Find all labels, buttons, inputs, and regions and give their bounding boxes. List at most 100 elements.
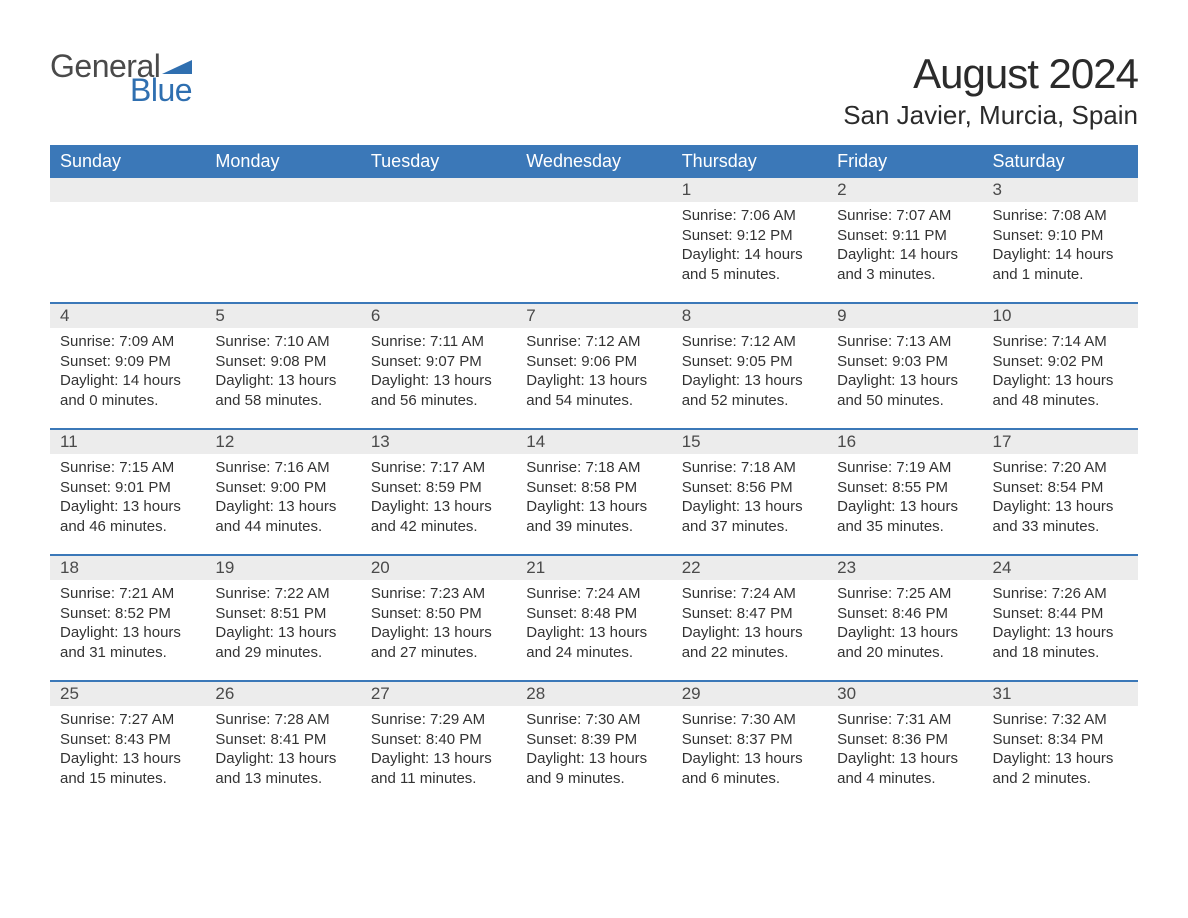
day-sunset: Sunset: 9:02 PM <box>993 352 1128 372</box>
brand-word-2: Blue <box>130 74 192 106</box>
day-dl1: Daylight: 13 hours <box>215 623 350 643</box>
day-details: Sunrise: 7:24 AMSunset: 8:48 PMDaylight:… <box>516 580 671 676</box>
day-dl1: Daylight: 13 hours <box>371 371 506 391</box>
day-number <box>50 178 205 202</box>
day-dl2: and 13 minutes. <box>215 769 350 789</box>
day-sunrise: Sunrise: 7:25 AM <box>837 584 972 604</box>
day-dl2: and 50 minutes. <box>837 391 972 411</box>
day-details: Sunrise: 7:14 AMSunset: 9:02 PMDaylight:… <box>983 328 1138 424</box>
weekday-header: Wednesday <box>516 145 671 178</box>
day-details: Sunrise: 7:28 AMSunset: 8:41 PMDaylight:… <box>205 706 360 802</box>
day-dl2: and 5 minutes. <box>682 265 817 285</box>
calendar-day-cell: 13Sunrise: 7:17 AMSunset: 8:59 PMDayligh… <box>361 430 516 554</box>
day-details: Sunrise: 7:18 AMSunset: 8:56 PMDaylight:… <box>672 454 827 550</box>
weekday-header: Saturday <box>983 145 1138 178</box>
day-dl1: Daylight: 13 hours <box>60 497 195 517</box>
calendar-day-cell: 20Sunrise: 7:23 AMSunset: 8:50 PMDayligh… <box>361 556 516 680</box>
day-sunrise: Sunrise: 7:30 AM <box>526 710 661 730</box>
day-dl1: Daylight: 13 hours <box>526 371 661 391</box>
day-dl2: and 58 minutes. <box>215 391 350 411</box>
calendar-day-cell: 27Sunrise: 7:29 AMSunset: 8:40 PMDayligh… <box>361 682 516 806</box>
calendar-day-cell: 19Sunrise: 7:22 AMSunset: 8:51 PMDayligh… <box>205 556 360 680</box>
day-sunrise: Sunrise: 7:15 AM <box>60 458 195 478</box>
day-details: Sunrise: 7:24 AMSunset: 8:47 PMDaylight:… <box>672 580 827 676</box>
calendar-day-cell: 7Sunrise: 7:12 AMSunset: 9:06 PMDaylight… <box>516 304 671 428</box>
day-sunrise: Sunrise: 7:26 AM <box>993 584 1128 604</box>
calendar-day-cell: 5Sunrise: 7:10 AMSunset: 9:08 PMDaylight… <box>205 304 360 428</box>
day-number: 5 <box>205 304 360 328</box>
day-sunrise: Sunrise: 7:28 AM <box>215 710 350 730</box>
day-dl2: and 35 minutes. <box>837 517 972 537</box>
day-dl2: and 31 minutes. <box>60 643 195 663</box>
day-dl1: Daylight: 13 hours <box>215 497 350 517</box>
day-sunrise: Sunrise: 7:30 AM <box>682 710 817 730</box>
calendar-day-cell: 22Sunrise: 7:24 AMSunset: 8:47 PMDayligh… <box>672 556 827 680</box>
calendar-day-cell: 26Sunrise: 7:28 AMSunset: 8:41 PMDayligh… <box>205 682 360 806</box>
day-details: Sunrise: 7:22 AMSunset: 8:51 PMDaylight:… <box>205 580 360 676</box>
day-sunset: Sunset: 9:00 PM <box>215 478 350 498</box>
day-sunset: Sunset: 8:54 PM <box>993 478 1128 498</box>
day-dl1: Daylight: 13 hours <box>837 623 972 643</box>
day-number: 31 <box>983 682 1138 706</box>
day-number: 12 <box>205 430 360 454</box>
day-dl2: and 11 minutes. <box>371 769 506 789</box>
day-details: Sunrise: 7:13 AMSunset: 9:03 PMDaylight:… <box>827 328 982 424</box>
calendar-day-cell: 24Sunrise: 7:26 AMSunset: 8:44 PMDayligh… <box>983 556 1138 680</box>
day-number: 30 <box>827 682 982 706</box>
calendar-day-cell: 17Sunrise: 7:20 AMSunset: 8:54 PMDayligh… <box>983 430 1138 554</box>
calendar-day-cell <box>361 178 516 302</box>
day-number: 1 <box>672 178 827 202</box>
day-number: 11 <box>50 430 205 454</box>
calendar-day-cell: 16Sunrise: 7:19 AMSunset: 8:55 PMDayligh… <box>827 430 982 554</box>
day-sunset: Sunset: 9:09 PM <box>60 352 195 372</box>
day-details: Sunrise: 7:30 AMSunset: 8:37 PMDaylight:… <box>672 706 827 802</box>
day-dl1: Daylight: 13 hours <box>682 749 817 769</box>
calendar-day-cell: 30Sunrise: 7:31 AMSunset: 8:36 PMDayligh… <box>827 682 982 806</box>
day-sunset: Sunset: 8:44 PM <box>993 604 1128 624</box>
day-number: 10 <box>983 304 1138 328</box>
day-details: Sunrise: 7:21 AMSunset: 8:52 PMDaylight:… <box>50 580 205 676</box>
calendar-day-cell: 23Sunrise: 7:25 AMSunset: 8:46 PMDayligh… <box>827 556 982 680</box>
day-dl1: Daylight: 13 hours <box>526 497 661 517</box>
calendar-day-cell: 18Sunrise: 7:21 AMSunset: 8:52 PMDayligh… <box>50 556 205 680</box>
day-number: 22 <box>672 556 827 580</box>
day-dl2: and 18 minutes. <box>993 643 1128 663</box>
day-dl1: Daylight: 13 hours <box>371 749 506 769</box>
day-dl1: Daylight: 13 hours <box>60 623 195 643</box>
day-sunset: Sunset: 8:48 PM <box>526 604 661 624</box>
day-dl2: and 42 minutes. <box>371 517 506 537</box>
calendar-header-row: Sunday Monday Tuesday Wednesday Thursday… <box>50 145 1138 178</box>
day-dl2: and 22 minutes. <box>682 643 817 663</box>
day-number: 17 <box>983 430 1138 454</box>
day-sunset: Sunset: 9:05 PM <box>682 352 817 372</box>
calendar-day-cell: 15Sunrise: 7:18 AMSunset: 8:56 PMDayligh… <box>672 430 827 554</box>
day-sunset: Sunset: 9:08 PM <box>215 352 350 372</box>
day-dl2: and 1 minute. <box>993 265 1128 285</box>
day-sunrise: Sunrise: 7:27 AM <box>60 710 195 730</box>
day-sunset: Sunset: 8:52 PM <box>60 604 195 624</box>
day-dl2: and 2 minutes. <box>993 769 1128 789</box>
day-sunset: Sunset: 9:03 PM <box>837 352 972 372</box>
day-number: 4 <box>50 304 205 328</box>
calendar-day-cell: 25Sunrise: 7:27 AMSunset: 8:43 PMDayligh… <box>50 682 205 806</box>
calendar-day-cell: 11Sunrise: 7:15 AMSunset: 9:01 PMDayligh… <box>50 430 205 554</box>
day-dl1: Daylight: 13 hours <box>215 749 350 769</box>
day-number: 20 <box>361 556 516 580</box>
day-sunrise: Sunrise: 7:24 AM <box>682 584 817 604</box>
day-dl2: and 46 minutes. <box>60 517 195 537</box>
calendar-day-cell: 28Sunrise: 7:30 AMSunset: 8:39 PMDayligh… <box>516 682 671 806</box>
day-sunrise: Sunrise: 7:21 AM <box>60 584 195 604</box>
day-number: 14 <box>516 430 671 454</box>
day-sunrise: Sunrise: 7:18 AM <box>682 458 817 478</box>
day-number: 24 <box>983 556 1138 580</box>
day-dl1: Daylight: 13 hours <box>993 749 1128 769</box>
day-sunrise: Sunrise: 7:12 AM <box>526 332 661 352</box>
day-details: Sunrise: 7:30 AMSunset: 8:39 PMDaylight:… <box>516 706 671 802</box>
day-sunset: Sunset: 9:06 PM <box>526 352 661 372</box>
calendar: Sunday Monday Tuesday Wednesday Thursday… <box>50 145 1138 806</box>
day-sunrise: Sunrise: 7:24 AM <box>526 584 661 604</box>
calendar-day-cell: 4Sunrise: 7:09 AMSunset: 9:09 PMDaylight… <box>50 304 205 428</box>
day-details: Sunrise: 7:11 AMSunset: 9:07 PMDaylight:… <box>361 328 516 424</box>
calendar-day-cell: 14Sunrise: 7:18 AMSunset: 8:58 PMDayligh… <box>516 430 671 554</box>
day-number: 9 <box>827 304 982 328</box>
